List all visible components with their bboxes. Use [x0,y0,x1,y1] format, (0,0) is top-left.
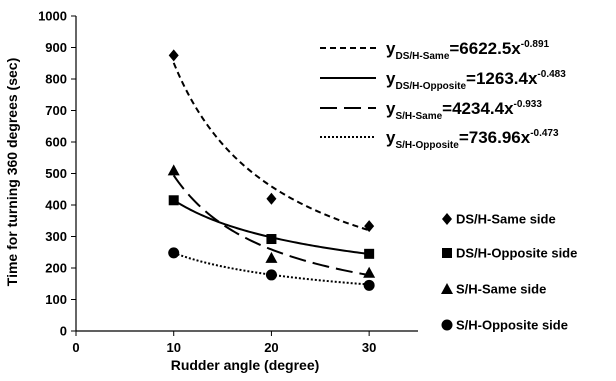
data-point [168,247,180,259]
equation-subscript: S/H-Opposite [395,140,459,151]
equation-y: y [386,99,396,118]
trendline-equation: yS/H-Opposite=736.96x-0.473 [386,128,559,151]
equation-exponent: -0.483 [537,69,566,80]
y-tick-label: 300 [45,229,67,244]
data-point [168,49,179,62]
marker-legend: DS/H-Same side DS/H-Opposite side S/H-Same… [441,212,577,333]
equation-subscript: DS/H-Same [395,51,449,62]
x-tick-label: 30 [362,340,376,355]
y-tick-label: 200 [45,261,67,276]
trendline [172,62,370,232]
equation-rhs: =6622.5x [449,39,521,58]
y-tick-label: 900 [45,40,67,55]
y-tick-label: 0 [60,324,67,339]
y-tick-label: 800 [45,72,67,87]
y-tick-label: 100 [45,292,67,307]
legend-marker [441,283,453,294]
equation-rhs: =736.96x [459,128,531,147]
equation-subscript: DS/H-Opposite [395,81,466,92]
y-tick-label: 600 [45,135,67,150]
equation-exponent: -0.473 [530,128,559,139]
x-tick-label: 10 [166,340,180,355]
x-tick-label: 0 [72,340,79,355]
data-point [266,192,277,205]
y-tick-label: 700 [45,103,67,118]
y-tick-label: 1000 [38,9,67,24]
x-axis-label: Rudder angle (degree) [171,357,320,373]
data-points [167,49,376,291]
equation-subscript: S/H-Same [395,111,442,122]
data-point [363,266,376,278]
data-point [265,269,277,281]
legend-label: DS/H-Opposite side [456,246,577,261]
trendline-equation: yDS/H-Opposite=1263.4x-0.483 [386,69,566,92]
x-tick-label: 20 [264,340,278,355]
y-tick-label: 400 [45,198,67,213]
equation-y: y [386,39,396,58]
data-point [168,195,179,206]
equation-exponent: -0.891 [521,39,550,50]
legend-marker [441,319,453,331]
legend-label: S/H-Opposite side [456,318,568,333]
equation-rhs: =4234.4x [442,99,514,118]
data-point [363,279,375,291]
trendlines [172,62,370,286]
data-point [265,251,278,263]
trendline-equation: yS/H-Same=4234.4x-0.933 [386,99,542,122]
y-axis-label: Time for turning 360 degrees (sec) [4,58,20,286]
trendline [172,174,370,277]
data-point [364,248,375,259]
data-point [266,234,277,245]
data-point [167,164,180,176]
axes: 0 100 200 300 400 500 600 700 800 900 1000 0 10 20 30 [38,9,418,355]
legend-label: S/H-Same side [456,282,546,297]
legend-marker [442,213,452,225]
data-point [364,220,375,233]
equation-exponent: -0.933 [514,99,543,110]
trendline [173,199,370,256]
equation-legend: yDS/H-Same=6622.5x-0.891yDS/H-Opposite=1… [320,39,566,151]
legend-marker [442,248,452,258]
equation-y: y [386,128,396,147]
equation-rhs: =1263.4x [466,69,538,88]
legend-label: DS/H-Same side [456,212,556,227]
trendline-equation: yDS/H-Same=6622.5x-0.891 [386,39,550,62]
y-tick-label: 500 [45,166,67,181]
equation-y: y [386,69,396,88]
